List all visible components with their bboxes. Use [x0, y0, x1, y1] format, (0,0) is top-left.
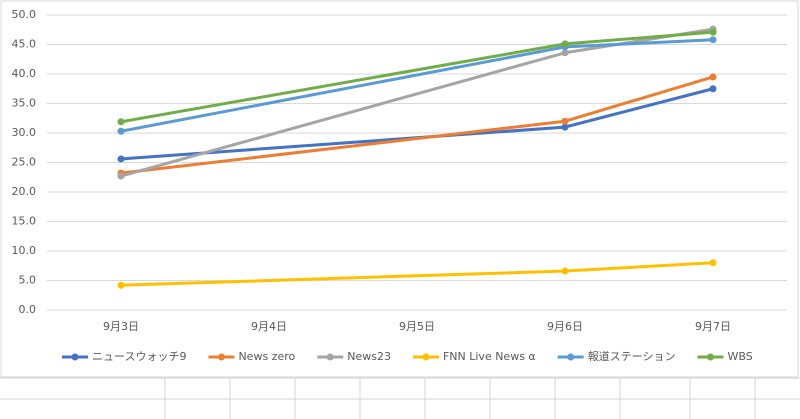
chart-border: [0, 0, 799, 378]
point-marker: [117, 127, 125, 135]
y-tick-label: 0.0: [19, 303, 37, 316]
point-marker: [709, 73, 717, 81]
y-tick-label: 50.0: [12, 8, 37, 21]
legend-marker: [217, 353, 225, 361]
point-marker: [561, 40, 569, 48]
legend-label: 報道ステーション: [588, 349, 676, 363]
x-tick-label: 9月4日: [251, 320, 287, 333]
x-tick-label: 9月7日: [695, 320, 731, 333]
point-marker: [561, 123, 569, 131]
point-marker: [117, 281, 125, 289]
point-marker: [117, 172, 125, 180]
x-tick-label: 9月5日: [399, 320, 435, 333]
legend-marker: [71, 353, 79, 361]
x-tick-label: 9月3日: [103, 320, 139, 333]
point-marker: [117, 155, 125, 163]
y-tick-label: 45.0: [12, 38, 37, 51]
x-tick-label: 9月6日: [547, 320, 583, 333]
point-marker: [117, 118, 125, 126]
legend-label: FNN Live News α: [443, 350, 536, 363]
legend-marker: [326, 353, 334, 361]
legend-label: WBS: [727, 350, 752, 363]
legend-marker: [422, 353, 430, 361]
y-tick-label: 15.0: [12, 215, 37, 228]
y-tick-label: 40.0: [12, 67, 37, 80]
legend-label: ニュースウォッチ9: [92, 350, 186, 363]
y-tick-label: 20.0: [12, 185, 37, 198]
point-marker: [709, 28, 717, 36]
y-tick-label: 35.0: [12, 97, 37, 110]
sheet-cells: [0, 377, 800, 419]
point-marker: [709, 85, 717, 93]
legend-marker: [567, 353, 575, 361]
legend-label: News23: [347, 350, 391, 363]
y-tick-label: 30.0: [12, 126, 37, 139]
point-marker: [561, 117, 569, 125]
point-marker: [709, 259, 717, 267]
legend-label: News zero: [238, 350, 295, 363]
y-tick-label: 25.0: [12, 156, 37, 169]
point-marker: [709, 36, 717, 44]
y-tick-label: 5.0: [19, 274, 37, 287]
point-marker: [561, 49, 569, 57]
legend-marker: [706, 353, 714, 361]
point-marker: [561, 267, 569, 275]
y-tick-label: 10.0: [12, 244, 37, 257]
